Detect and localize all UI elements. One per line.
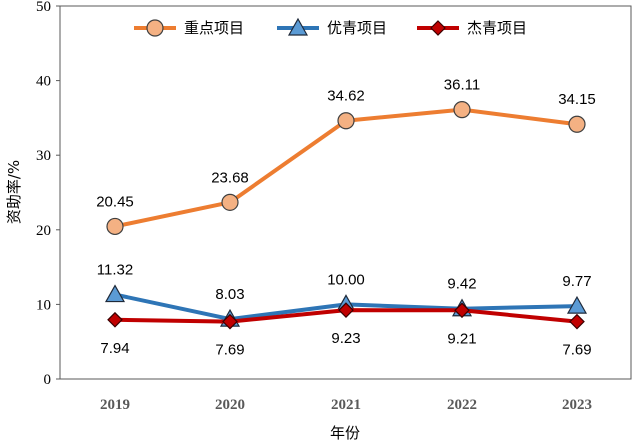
series-layer <box>104 101 588 330</box>
data-label: 34.15 <box>558 91 596 108</box>
data-label: 34.62 <box>327 88 365 105</box>
data-point <box>337 112 355 130</box>
data-point <box>454 302 470 319</box>
data-label: 9.77 <box>562 273 591 290</box>
data-point <box>453 101 471 119</box>
x-axis-title: 年份 <box>330 424 360 442</box>
legend-item: 重点项目 <box>134 19 244 37</box>
data-label: 7.69 <box>215 342 244 359</box>
legend-item: 优青项目 <box>277 17 387 37</box>
y-tick-label: 50 <box>36 0 51 15</box>
data-point <box>569 313 585 330</box>
legend-label: 重点项目 <box>184 19 244 37</box>
data-label: 9.42 <box>447 276 476 293</box>
data-label: 10.00 <box>327 271 365 288</box>
y-tick-label: 0 <box>44 372 52 388</box>
data-label: 20.45 <box>96 193 134 210</box>
y-tick-label: 20 <box>36 223 51 239</box>
data-point <box>566 295 588 314</box>
y-axis-title: 资助率/% <box>5 160 23 224</box>
y-tick-label: 40 <box>36 74 51 90</box>
data-point <box>104 284 126 303</box>
y-tick-label: 10 <box>36 297 51 313</box>
x-tick-label: 2020 <box>215 397 245 413</box>
data-point <box>107 311 123 328</box>
data-label: 9.21 <box>447 330 476 347</box>
data-point <box>568 115 586 133</box>
x-axis-ticks: 2019 2020 2021 2022 2023 <box>100 397 592 413</box>
legend-marker <box>287 17 309 36</box>
data-label: 11.32 <box>97 262 133 279</box>
data-label: 36.11 <box>444 77 480 94</box>
legend-label: 优青项目 <box>327 19 387 37</box>
x-tick-label: 2021 <box>331 397 361 413</box>
data-point <box>221 193 239 211</box>
x-tick-label: 2019 <box>100 397 130 413</box>
legend-marker <box>146 19 164 37</box>
data-label: 7.94 <box>100 340 129 357</box>
series-3 <box>107 302 585 330</box>
legend: 重点项目 优青项目 杰青项目 <box>134 17 527 37</box>
x-tick-label: 2022 <box>447 397 477 413</box>
y-axis-ticks: 0 10 20 30 40 50 <box>36 0 60 388</box>
plot-border <box>59 5 632 380</box>
data-label-layer: 20.45 23.68 34.62 36.11 34.15 11.32 8.03 10.00 9… <box>96 77 596 359</box>
legend-marker <box>430 20 446 36</box>
data-label: 7.69 <box>562 342 591 359</box>
series-1 <box>106 101 586 236</box>
data-point <box>338 302 354 318</box>
x-tick-label: 2023 <box>562 397 592 413</box>
legend-label: 杰青项目 <box>467 19 527 37</box>
data-label: 8.03 <box>215 286 244 303</box>
data-label: 23.68 <box>211 169 249 186</box>
data-point <box>106 217 124 236</box>
y-tick-label: 30 <box>36 148 51 164</box>
data-point <box>222 313 238 330</box>
legend-item: 杰青项目 <box>417 19 527 37</box>
data-label: 9.23 <box>331 330 360 347</box>
